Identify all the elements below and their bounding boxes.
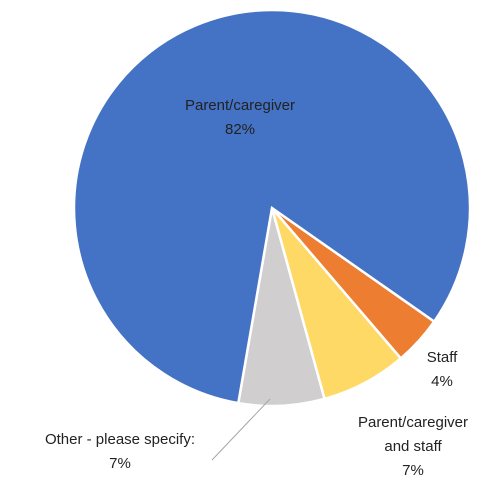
category-label: Parent/caregiver and staff	[357, 414, 469, 455]
value-label: 4%	[431, 373, 453, 390]
value-label: 7%	[109, 455, 131, 472]
value-label: 7%	[402, 462, 424, 479]
slice-label: Parent/caregiver and staff 7%	[328, 411, 487, 480]
value-label: 82%	[224, 121, 256, 138]
pie-slice	[72, 8, 472, 405]
slice-label: Parent/caregiver 82%	[140, 94, 340, 142]
slice-label: Staff 4%	[402, 346, 482, 394]
leader-line	[211, 398, 271, 461]
category-label: Parent/caregiver	[184, 97, 296, 114]
category-label: Other - please specify:	[44, 431, 196, 448]
slice-label: Other - please specify: 7%	[0, 428, 240, 476]
category-label: Staff	[426, 349, 458, 366]
